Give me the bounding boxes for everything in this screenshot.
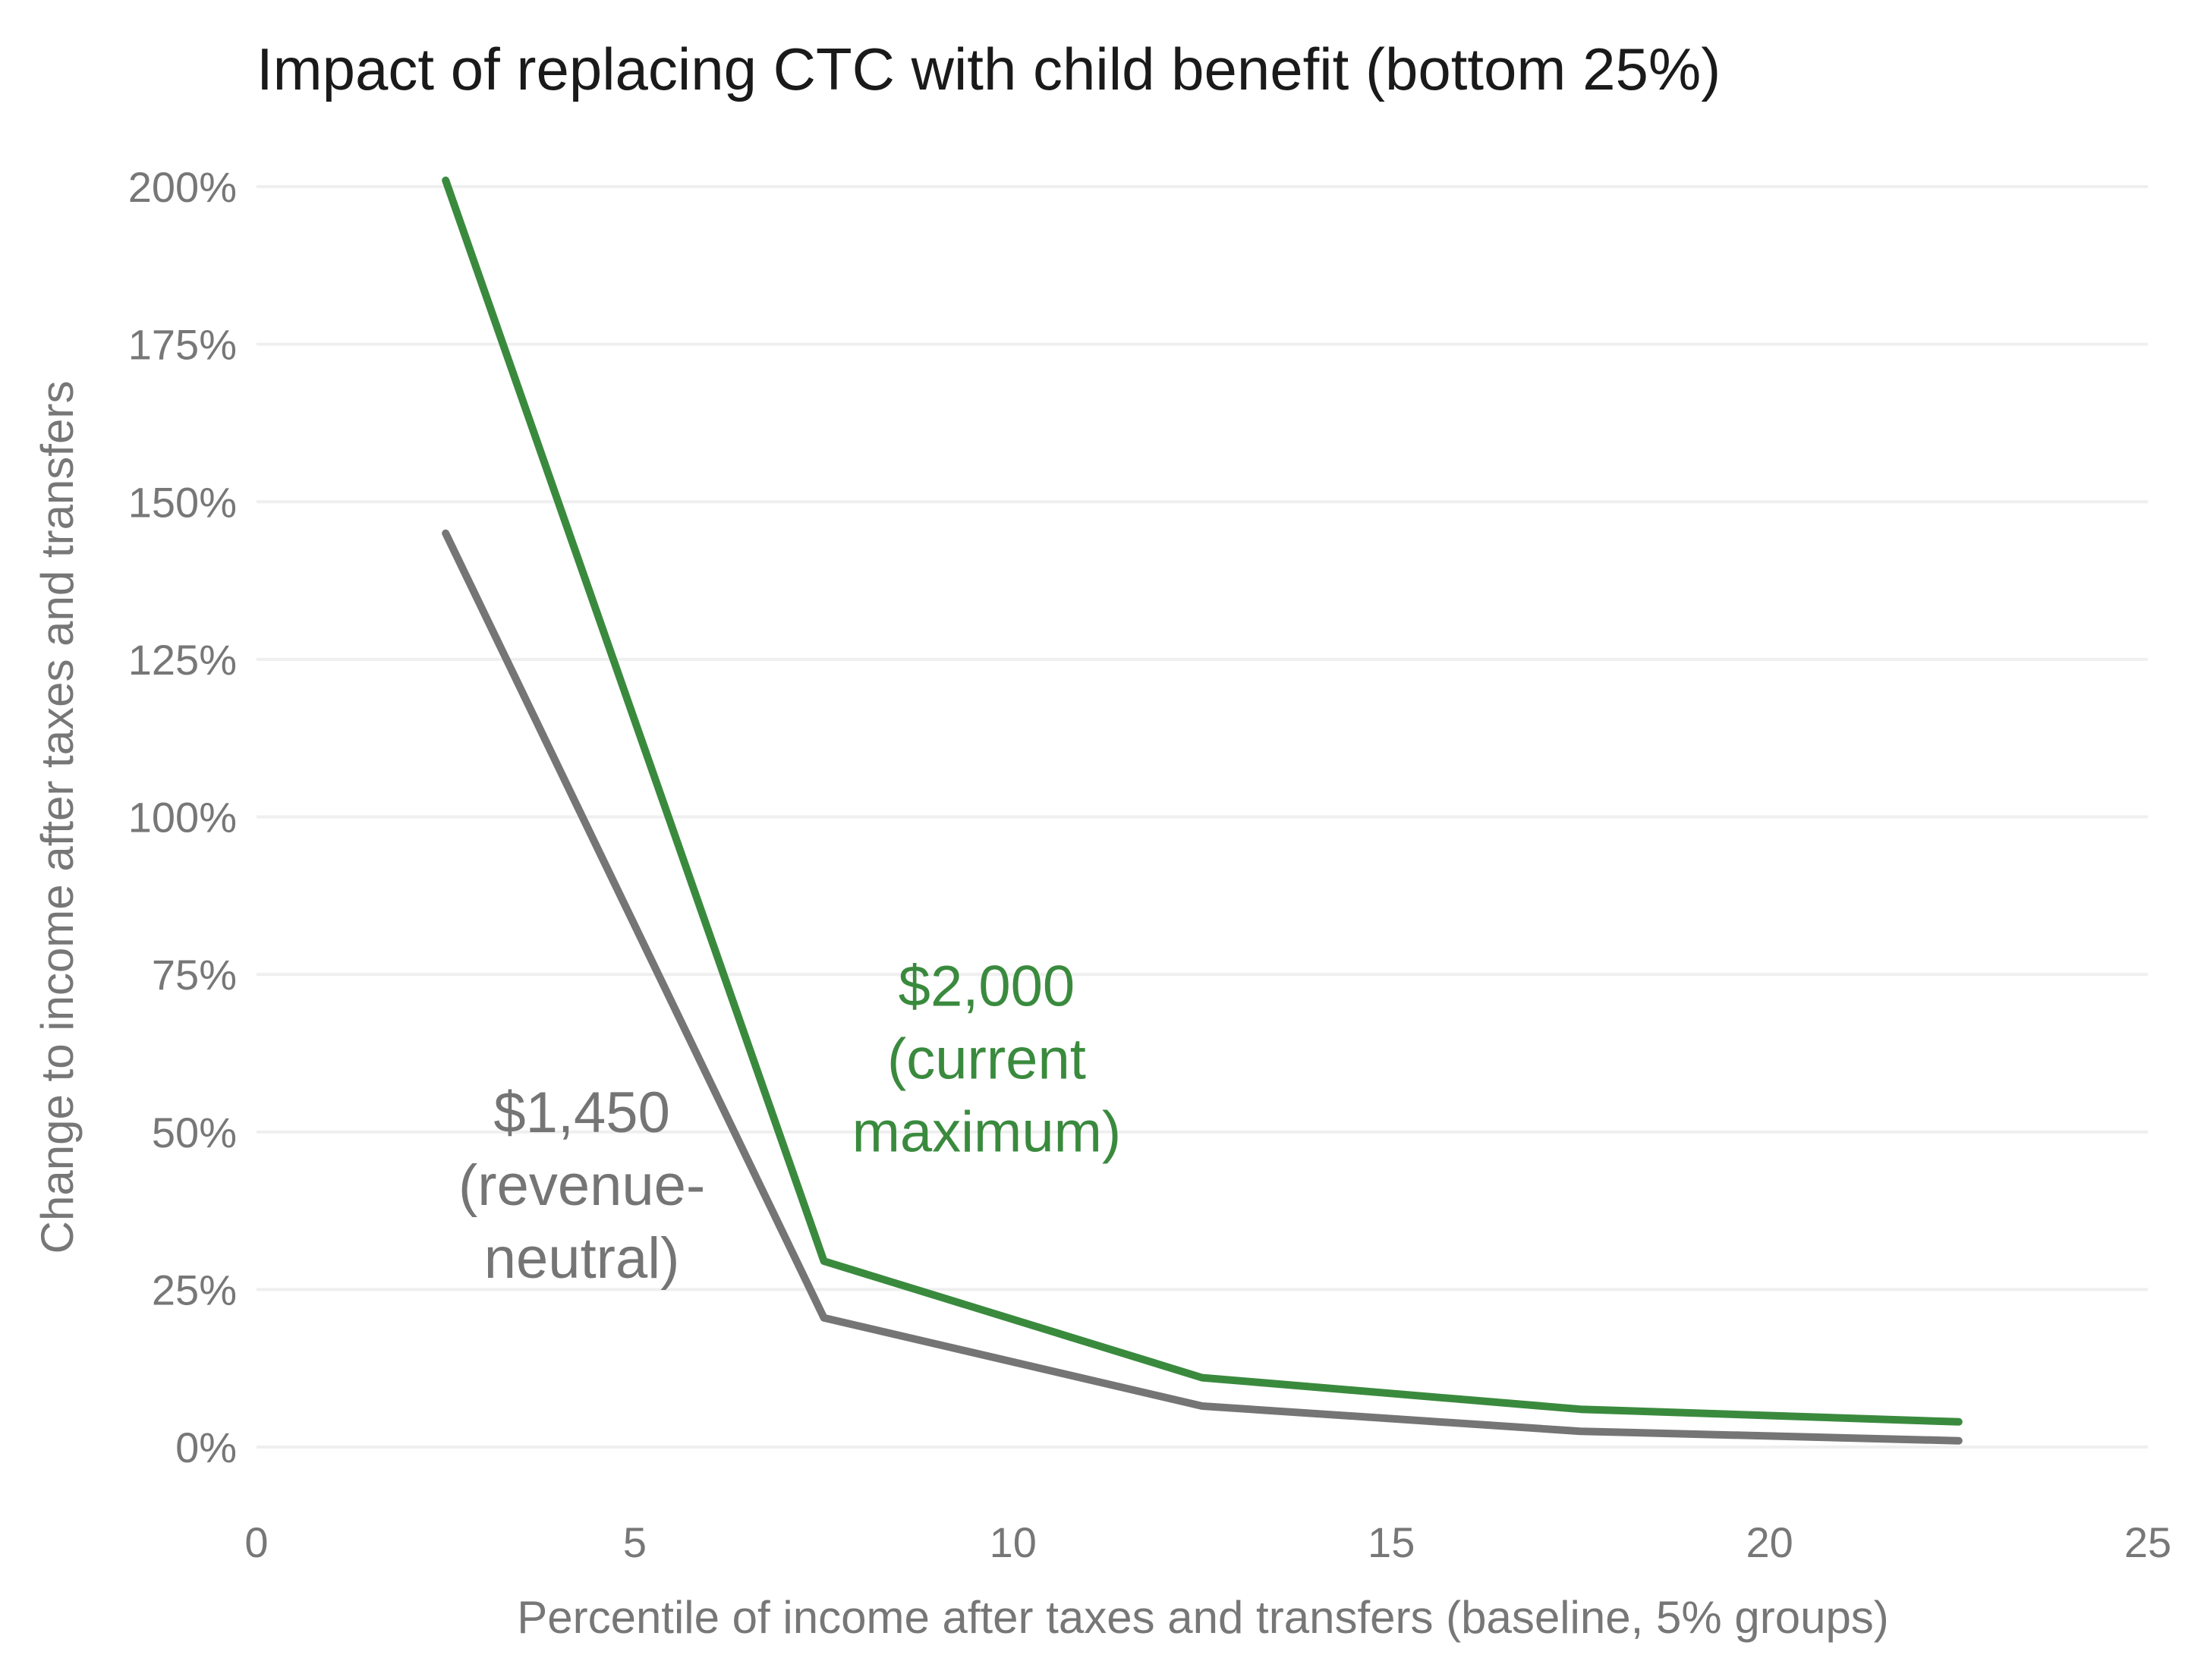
series-annotation-0-line-1: (current	[887, 1027, 1086, 1092]
x-tick-label: 5	[623, 1518, 647, 1566]
x-axis-ticks: 0 5 10 15 20 25	[244, 1518, 2171, 1566]
y-tick-label: 100%	[128, 794, 237, 842]
series-annotations: $2,000 (current maximum) $1,450 (revenue-neu…	[458, 955, 1121, 1291]
series-annotation-0-line-0: $2,000	[899, 955, 1075, 1019]
x-axis-label: Percentile of income after taxes and tra…	[517, 1592, 1889, 1643]
y-tick-label: 75%	[152, 951, 237, 999]
y-axis-ticks: 0% 25% 50% 75% 100% 125% 150% 175% 200%	[128, 163, 237, 1471]
y-tick-label: 0%	[175, 1424, 237, 1471]
y-tick-label: 200%	[128, 163, 237, 211]
y-tick-label: 175%	[128, 321, 237, 369]
series-line-1	[442, 529, 1963, 1445]
series-lines	[442, 176, 1963, 1445]
series-annotation-0-line-2: maximum)	[852, 1100, 1122, 1165]
y-tick-label: 50%	[152, 1109, 237, 1156]
gridlines	[257, 185, 2148, 1449]
series-annotation-1-line-0: $1,450	[493, 1081, 669, 1145]
series-annotation-1-line-2: neutral)	[484, 1226, 680, 1291]
x-tick-label: 0	[244, 1518, 268, 1566]
x-tick-label: 25	[2124, 1518, 2171, 1566]
x-tick-label: 10	[990, 1518, 1037, 1566]
y-tick-label: 150%	[128, 478, 237, 526]
y-tick-label: 25%	[152, 1266, 237, 1313]
y-axis-label: Change to income after taxes and transfe…	[32, 381, 83, 1254]
series-line-0	[442, 176, 1963, 1426]
y-tick-label: 125%	[128, 636, 237, 684]
chart-title: Impact of replacing CTC with child benef…	[257, 36, 1721, 102]
x-tick-label: 15	[1368, 1518, 1415, 1566]
series-annotation-1-line-1: (revenue-	[458, 1153, 705, 1218]
x-tick-label: 20	[1746, 1518, 1793, 1566]
